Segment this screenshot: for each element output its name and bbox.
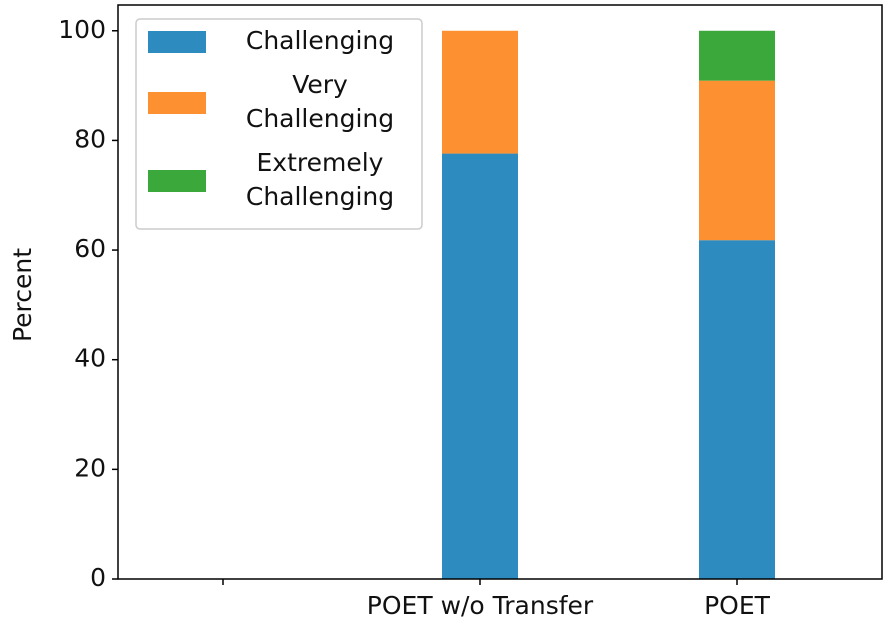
legend-label: Challenging — [246, 26, 394, 55]
bar-segment — [699, 240, 775, 580]
legend: Challenging Very Challenging Extremely Chall… — [135, 18, 423, 230]
y-tick-label: 60 — [74, 234, 106, 263]
y-tick-label: 0 — [90, 563, 106, 592]
plot-frame — [117, 4, 883, 580]
legend-swatch — [148, 31, 206, 53]
legend-label: Very Challenging — [246, 70, 394, 133]
y-tick-label: 40 — [74, 344, 106, 373]
y-axis-label: Percent — [8, 248, 37, 342]
legend-swatch — [148, 170, 206, 192]
legend-swatch — [148, 92, 206, 114]
x-tick-label: POET — [704, 591, 771, 620]
bar-segment — [442, 30, 518, 154]
bar-segment — [699, 30, 775, 81]
y-tick-label: 100 — [58, 15, 106, 44]
legend-label: Extremely Challenging — [246, 148, 394, 211]
bar-segment — [699, 80, 775, 241]
y-tick-label: 20 — [74, 453, 106, 482]
y-tick-label: 80 — [74, 124, 106, 153]
legend-box — [135, 18, 423, 230]
x-tick-label: POET w/o Transfer — [367, 591, 594, 620]
bar-segment — [442, 153, 518, 579]
